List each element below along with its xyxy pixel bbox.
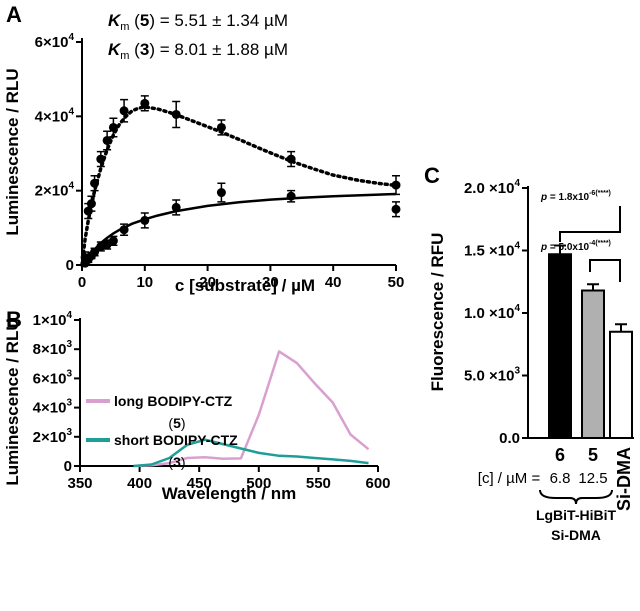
error-bar-5 <box>587 283 599 291</box>
data-point-long-9 <box>171 109 181 119</box>
bar-6 <box>548 253 572 439</box>
panel-a-x-tick-label-1: 10 <box>136 274 153 291</box>
concentration-6: 6.8 <box>550 470 571 487</box>
panel-b-x-axis-title: Wavelength / nm <box>162 484 296 503</box>
category-label-6: 6 <box>555 445 565 465</box>
panel-c-y-tick-label-1: 5.0 ×103 <box>464 366 520 385</box>
panel-b-y-tick-label-4: 8×103 <box>33 339 73 358</box>
category-label-5: 5 <box>588 445 598 465</box>
panel-a-x-tick-label-3: 30 <box>262 274 279 291</box>
group-label-line-2: Si-DMA <box>551 527 601 543</box>
error-bar-si-dma <box>615 323 627 332</box>
legend-label-short-bodipy-ctz: short BODIPY-CTZ <box>114 432 238 448</box>
panel-c-y-axis-title: Fluorescence / RFU <box>428 233 447 392</box>
fit-curve-short-bodipy-ctz-3 <box>81 192 397 266</box>
panel-b-x-tick-label-3: 500 <box>246 475 271 492</box>
panel-b-x-ticks: 350 400 450 500 550 600 <box>67 466 391 492</box>
panel-a-y-tick-label-0: 0 <box>66 257 74 274</box>
panel-a: A Km (5) = 5.51 ± 1.34 µM Km (3) = 8.01 … <box>3 2 404 295</box>
fit-curve-long-bodipy-ctz-5 <box>80 105 398 267</box>
data-point-short-9 <box>171 202 181 212</box>
data-point-long-4 <box>96 154 106 164</box>
panel-a-x-tick-label-4: 40 <box>325 274 342 291</box>
significance-bracket-1 <box>559 206 621 242</box>
panel-b-y-tick-label-1: 2×103 <box>33 427 73 446</box>
panel-a-y-ticks: 0 2×104 4×104 6×104 <box>35 32 82 274</box>
data-point-long-11 <box>286 154 296 164</box>
panel-a-y-tick-label-3: 6×104 <box>35 32 75 51</box>
spectrum-line-long-bodipy-ctz <box>133 350 370 468</box>
data-point-long-12 <box>391 180 401 190</box>
panel-b-y-tick-label-0: 0 <box>64 458 72 475</box>
group-label-line-1: LgBiT-HiBiT <box>536 507 617 523</box>
concentration-5: 12.5 <box>578 470 607 487</box>
panel-a-x-ticks: 0 10 20 30 40 50 <box>78 265 405 291</box>
p-value-label-2: p = 5.0x10-4(****) <box>540 240 611 253</box>
panel-c-y-tick-label-4: 2.0 ×104 <box>464 178 520 197</box>
panel-b-y-tick-label-5: 1×104 <box>33 310 73 329</box>
panel-b: B 0 2×103 4×103 6×103 8×103 1×104 350 40… <box>3 307 391 503</box>
panel-c: C 0.0 5.0 ×103 1.0 ×104 1.5 ×104 2.0 ×10… <box>424 163 634 543</box>
data-point-short-12 <box>391 204 401 214</box>
data-point-long-5 <box>102 135 112 145</box>
panel-b-x-tick-label-1: 400 <box>127 475 152 492</box>
concentration-label: [c] / µM = <box>478 470 541 487</box>
panel-a-x-tick-label-0: 0 <box>78 274 86 291</box>
km-annotation-3: Km (3) = 8.01 ± 1.88 µM <box>108 40 288 62</box>
panel-c-y-ticks: 0.0 5.0 ×103 1.0 ×104 1.5 ×104 2.0 ×104 <box>464 178 528 447</box>
panel-a-x-tick-label-2: 20 <box>199 274 216 291</box>
data-point-short-8 <box>140 215 150 225</box>
data-point-short-10 <box>216 188 226 198</box>
data-point-long-10 <box>216 122 226 132</box>
panel-a-x-tick-label-5: 50 <box>388 274 405 291</box>
panel-b-x-tick-label-0: 350 <box>67 475 92 492</box>
panel-b-y-tick-label-2: 4×103 <box>33 398 73 417</box>
data-point-short-11 <box>286 191 296 201</box>
data-point-short-6 <box>108 236 118 246</box>
panel-c-y-tick-label-0: 0.0 <box>499 430 520 447</box>
panel-a-y-tick-label-1: 2×104 <box>35 181 75 200</box>
panel-b-x-tick-label-5: 600 <box>365 475 390 492</box>
data-point-short-3 <box>90 247 100 257</box>
bar-5 <box>581 289 605 439</box>
legend-label-long-bodipy-ctz: long BODIPY-CTZ <box>114 393 233 409</box>
p-value-label-1: p = 1.8x10-6(****) <box>540 190 611 203</box>
panel-b-y-ticks: 0 2×103 4×103 6×103 8×103 1×104 <box>33 310 80 475</box>
panel-c-letter: C <box>424 163 440 188</box>
data-point-long-8 <box>140 98 150 108</box>
panel-c-y-tick-label-2: 1.0 ×104 <box>464 303 520 322</box>
panel-b-letter: B <box>6 307 22 332</box>
legend-number-3: (3) <box>168 454 185 470</box>
data-point-short-7 <box>119 225 129 235</box>
panel-c-y-tick-label-3: 1.5 ×104 <box>464 241 520 260</box>
legend-number-5: (5) <box>168 415 185 431</box>
spectrum-line-short-bodipy-ctz <box>133 438 369 468</box>
panel-b-y-axis-title: Luminescence / RLU <box>3 318 22 485</box>
data-point-long-7 <box>119 106 129 116</box>
panel-b-y-tick-label-3: 6×103 <box>33 368 73 387</box>
panel-b-x-tick-label-4: 550 <box>306 475 331 492</box>
data-point-long-2 <box>86 199 96 209</box>
data-point-long-3 <box>90 178 100 188</box>
error-bar-6 <box>554 244 566 255</box>
panel-a-y-axis-title: Luminescence / RLU <box>3 68 22 235</box>
panel-b-legend: long BODIPY-CTZ (5) short BODIPY-CTZ (3) <box>86 393 238 470</box>
panel-c-bars <box>548 244 633 439</box>
panel-a-x-axis-title: c [substrate] / µM <box>175 276 315 295</box>
data-points-short-bodipy-ctz-3 <box>80 182 401 268</box>
bar-si-dma <box>609 330 633 439</box>
group-brace <box>539 489 613 505</box>
category-label-si-dma: Si-DMA <box>614 447 634 511</box>
significance-bracket-2 <box>589 259 621 282</box>
panel-a-letter: A <box>6 2 22 27</box>
data-point-long-6 <box>108 122 118 132</box>
panel-a-y-tick-label-2: 4×104 <box>35 106 75 125</box>
km-annotation-5: Km (5) = 5.51 ± 1.34 µM <box>108 11 288 33</box>
panel-b-x-tick-label-2: 450 <box>187 475 212 492</box>
